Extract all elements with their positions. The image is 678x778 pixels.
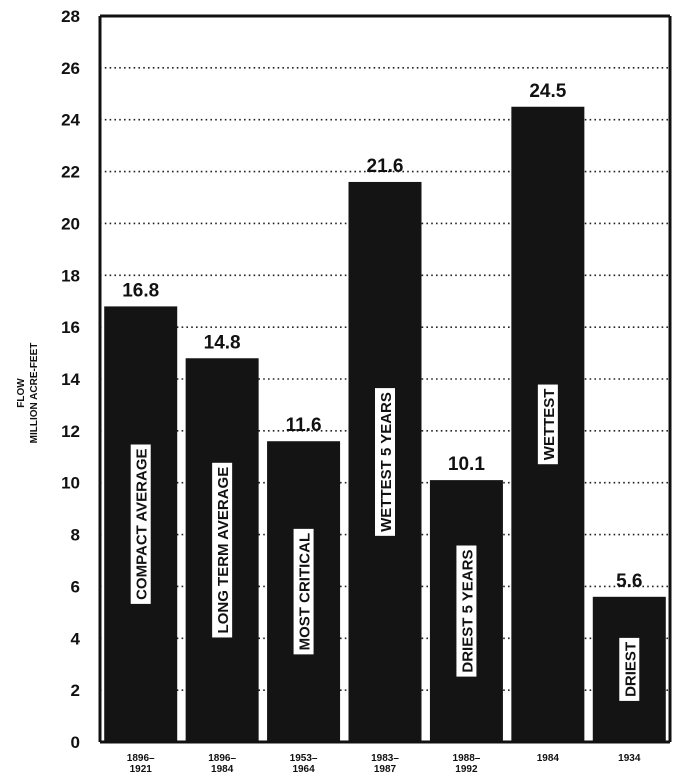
bar-inner-label: MOST CRITICAL bbox=[293, 528, 314, 655]
bar-group: 14.8 LONG TERM AVERAGE bbox=[185, 332, 259, 742]
y-tick-label: 4 bbox=[71, 629, 81, 648]
x-category-label: 1921 bbox=[130, 764, 153, 775]
x-category-label: 1988– bbox=[453, 753, 481, 764]
y-tick-label: 24 bbox=[61, 111, 80, 130]
bar-value-label: 21.6 bbox=[367, 156, 404, 177]
x-category-label: 1984 bbox=[537, 753, 560, 764]
bar-label-text: MOST CRITICAL bbox=[297, 533, 314, 651]
bar-inner-label: LONG TERM AVERAGE bbox=[212, 462, 233, 638]
y-tick-label: 16 bbox=[61, 318, 80, 337]
plot-frame bbox=[98, 14, 672, 744]
bar-group: 11.6 MOST CRITICAL bbox=[267, 415, 341, 742]
bar-label-box bbox=[212, 462, 233, 638]
bar-value-label: 24.5 bbox=[529, 81, 566, 102]
bar-label-text: LONG TERM AVERAGE bbox=[215, 467, 232, 634]
bar-label-text: DRIEST 5 YEARS bbox=[459, 550, 476, 673]
x-category-label: 1953– bbox=[290, 753, 318, 764]
x-category-label: 1983– bbox=[371, 753, 399, 764]
bar-inner-label: WETTEST bbox=[537, 384, 558, 465]
y-tick-label: 2 bbox=[71, 681, 80, 700]
bar-inner-label: DRIEST bbox=[619, 637, 640, 701]
y-tick-label: 0 bbox=[71, 733, 80, 752]
x-category-label: 1964 bbox=[292, 764, 315, 775]
bar-value-label: 14.8 bbox=[204, 332, 241, 353]
y-tick-label: 26 bbox=[61, 59, 80, 78]
bar-label-text: WETTEST 5 YEARS bbox=[378, 392, 395, 532]
y-tick-label: 14 bbox=[61, 370, 80, 389]
bar-value-label: 16.8 bbox=[122, 280, 159, 301]
y-tick-label: 28 bbox=[61, 7, 80, 26]
x-category-label: 1934 bbox=[618, 753, 641, 764]
bar-label-text: COMPACT AVERAGE bbox=[134, 448, 151, 599]
x-category-label: 1987 bbox=[374, 764, 397, 775]
bar-label-box bbox=[456, 545, 477, 677]
bar-value-label: 5.6 bbox=[616, 571, 642, 592]
bar-group: 16.8 COMPACT AVERAGE bbox=[104, 280, 178, 742]
y-axis-label-line-1: FLOW bbox=[16, 378, 27, 408]
y-axis-label-line-2: MILLION ACRE-FEET bbox=[29, 343, 40, 444]
bar-value-label: 11.6 bbox=[286, 415, 322, 436]
bar-label-box bbox=[537, 384, 558, 465]
bar-label-box bbox=[375, 388, 395, 536]
bars-group: 16.8 COMPACT AVERAGE 14.8 LONG TERM AVERAGE… bbox=[104, 81, 666, 742]
x-axis-categories: 1896–19211896–19841953–19641983–19871988… bbox=[127, 753, 641, 775]
y-tick-label: 22 bbox=[61, 163, 80, 182]
bar-label-box bbox=[130, 444, 151, 604]
bar-inner-label: DRIEST 5 YEARS bbox=[456, 545, 477, 677]
bar-label-text: DRIEST bbox=[622, 642, 639, 697]
y-tick-label: 18 bbox=[61, 266, 80, 285]
y-tick-label: 10 bbox=[61, 474, 80, 493]
bar-group: 24.5 WETTEST bbox=[511, 81, 585, 742]
x-category-label: 1896– bbox=[208, 753, 236, 764]
bar-group: 10.1 DRIEST 5 YEARS bbox=[429, 454, 503, 742]
y-tick-label: 8 bbox=[71, 526, 80, 545]
bar-group: 5.6 DRIEST bbox=[592, 571, 666, 742]
y-tick-label: 12 bbox=[61, 422, 80, 441]
bar-inner-label: COMPACT AVERAGE bbox=[130, 444, 151, 604]
x-category-label: 1984 bbox=[211, 764, 234, 775]
bar-group: 21.6 WETTEST 5 YEARS bbox=[348, 156, 422, 742]
y-tick-label: 20 bbox=[61, 214, 80, 233]
bar-label-box bbox=[293, 528, 314, 655]
x-category-label: 1992 bbox=[455, 764, 478, 775]
bar-inner-label: WETTEST 5 YEARS bbox=[375, 388, 395, 536]
bar-label-text: WETTEST bbox=[541, 389, 558, 461]
y-tick-label: 6 bbox=[71, 577, 80, 596]
bar-value-label: 10.1 bbox=[448, 454, 485, 475]
bar-label-box bbox=[619, 637, 640, 701]
x-category-label: 1896– bbox=[127, 753, 155, 764]
